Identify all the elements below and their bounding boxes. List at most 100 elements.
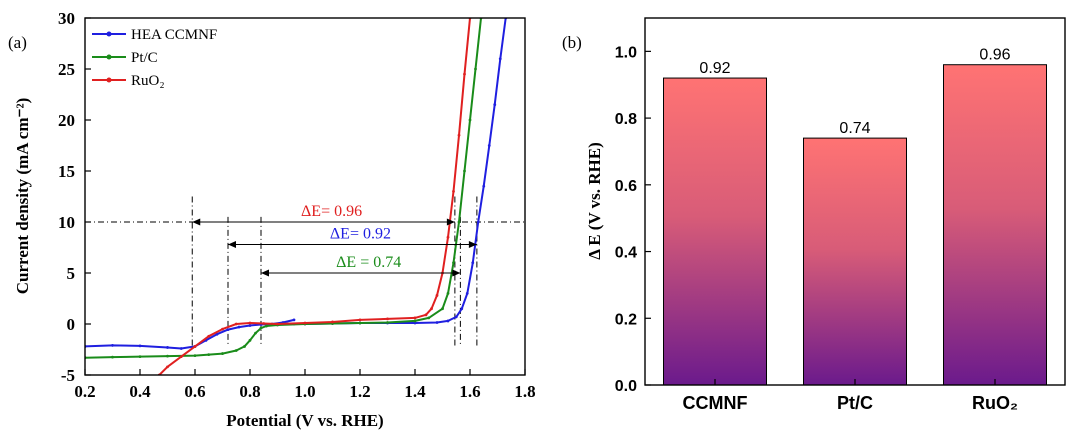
y-tick-label: 0.4 <box>615 245 637 262</box>
panel-a-label: (a) <box>8 33 27 52</box>
series-point <box>243 345 246 348</box>
series-point <box>215 332 219 336</box>
x-tick-label: CCMNF <box>683 393 748 413</box>
series-point <box>446 235 450 239</box>
bar <box>663 77 767 386</box>
y-tick-label: 5 <box>67 264 76 283</box>
x-tick-label: 0.6 <box>184 382 205 401</box>
series-point <box>248 324 252 327</box>
series-point <box>358 318 362 322</box>
panel-a-x-ticks: 0.2 0.4 0.6 0.8 1.0 1.2 1.4 1.6 1.8 <box>74 369 536 401</box>
panel-a-annotations: ΔE= 0.96 ΔE= 0.92 ΔE = 0.74 <box>192 203 477 277</box>
series-point <box>111 344 114 347</box>
panel-a-legend: HEA CCMNF Pt/C RuO₂ <box>92 27 217 89</box>
series-point <box>193 354 197 358</box>
series-point <box>413 316 417 320</box>
series-point <box>498 57 502 61</box>
series-point <box>468 118 472 122</box>
series-point <box>424 313 428 317</box>
panel-b-bars: 0.92 0.74 0.96 <box>663 47 1047 386</box>
series-point <box>460 307 464 311</box>
series-point <box>471 261 475 265</box>
series-point <box>166 346 169 349</box>
arrowhead-left <box>228 240 236 248</box>
series-point <box>303 321 307 325</box>
series-line-2 <box>85 18 482 359</box>
y-tick-label: 0 <box>67 315 76 334</box>
series-point <box>474 67 477 71</box>
series-point <box>234 322 238 326</box>
series-point <box>265 324 268 328</box>
series-point <box>237 325 241 329</box>
y-tick-label: -5 <box>61 366 75 385</box>
bar <box>803 137 907 386</box>
legend-marker <box>106 77 112 83</box>
arrowhead-left <box>192 218 201 226</box>
series-point <box>259 326 263 330</box>
y-tick-label: 15 <box>58 162 75 181</box>
series-point <box>248 338 252 342</box>
x-tick-label: 0.4 <box>129 382 151 401</box>
series-point <box>193 345 197 348</box>
y-tick-label: 30 <box>58 9 75 28</box>
x-tick-label: 1.8 <box>514 382 535 401</box>
series-line-3 <box>158 18 471 375</box>
series-point <box>276 322 279 326</box>
arrowhead-left <box>261 269 269 277</box>
legend-label: Pt/C <box>131 50 158 66</box>
panel-a-plot-area <box>85 18 508 375</box>
series-point <box>207 334 211 338</box>
panel-a-x-axis-label: Potential (V vs. RHE) <box>226 411 383 430</box>
series-point <box>166 354 169 358</box>
series-point <box>138 355 142 359</box>
series-point <box>427 316 431 320</box>
delta-e-label: ΔE= 0.92 <box>330 225 391 242</box>
panel-a-axes-frame <box>84 17 526 376</box>
series-point <box>358 321 362 325</box>
series-point <box>435 294 439 297</box>
series-point <box>482 184 486 188</box>
series-point <box>262 322 266 325</box>
series-point <box>463 72 466 76</box>
series-point <box>221 352 224 355</box>
x-tick-label: 1.2 <box>349 382 370 401</box>
y-tick-label: 1.0 <box>615 44 637 61</box>
panel-a-y-axis-label: Current density (mA cm⁻²) <box>13 98 32 294</box>
series-point <box>331 320 334 324</box>
arrowhead-right <box>468 240 477 248</box>
series-point <box>386 317 389 321</box>
y-tick-label: 0.0 <box>615 378 637 395</box>
series-point <box>446 292 450 295</box>
series-point <box>452 261 455 265</box>
x-tick-label: RuO₂ <box>972 393 1018 413</box>
series-point <box>207 353 211 356</box>
series-point <box>463 169 466 173</box>
panel-b-label: (b) <box>562 33 582 52</box>
series-line-1 <box>294 18 507 325</box>
bar-value-label: 0.96 <box>979 47 1010 64</box>
series-point <box>248 321 252 325</box>
series-point <box>234 349 238 352</box>
legend-label: HEA CCMNF <box>131 27 217 43</box>
series-point <box>413 319 417 323</box>
series-point <box>454 315 458 319</box>
y-tick-label: 0.6 <box>615 178 637 195</box>
x-tick-label: 1.0 <box>294 382 315 401</box>
y-tick-label: 0.8 <box>615 111 637 128</box>
series-point <box>386 321 389 324</box>
x-tick-label: 1.4 <box>404 382 426 401</box>
series-point <box>457 220 461 224</box>
delta-e-label: ΔE= 0.96 <box>301 203 362 220</box>
series-point <box>430 307 433 311</box>
series-point <box>452 190 455 193</box>
x-tick-label: 0.8 <box>239 382 260 401</box>
delta-e-label: ΔE = 0.74 <box>336 254 401 271</box>
bar <box>943 64 1047 386</box>
series-point <box>166 365 169 369</box>
series-point <box>292 318 296 322</box>
series-point <box>465 292 469 295</box>
series-point <box>487 144 491 147</box>
panel-a-y-ticks: -5 0 5 10 15 20 25 30 <box>58 9 91 385</box>
bar-value-label: 0.92 <box>699 60 730 77</box>
